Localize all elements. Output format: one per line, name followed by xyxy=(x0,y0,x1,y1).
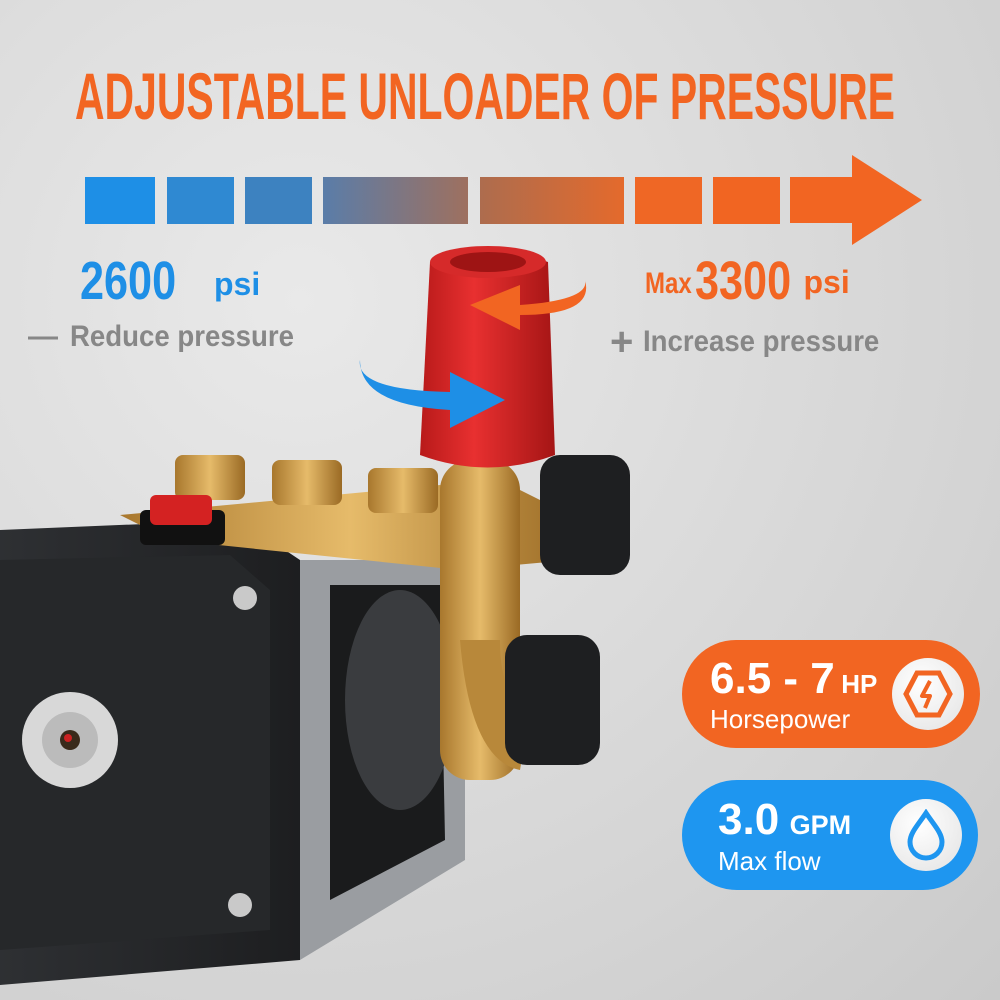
bar-segment xyxy=(635,177,702,224)
max-pressure: Max3300 psi xyxy=(645,250,850,312)
bar-segment xyxy=(167,177,234,224)
min-pressure: 2600 psi xyxy=(80,250,260,312)
horsepower-badge: 6.5 - 7 HP Horsepower xyxy=(682,640,980,748)
lightning-hexagon-icon xyxy=(892,658,964,730)
horsepower-label: Horsepower xyxy=(710,704,851,734)
headline: ADJUSTABLE UNLOADER OF PRESSURE xyxy=(75,59,895,133)
max-pressure-value: 3300 xyxy=(695,251,792,311)
minus-icon: — xyxy=(28,320,58,353)
bar-segment xyxy=(245,177,312,224)
horsepower-unit: HP xyxy=(841,669,878,699)
min-pressure-unit: psi xyxy=(214,266,261,302)
bar-segment xyxy=(323,177,468,224)
increase-pressure-label: Increase pressure xyxy=(643,325,880,358)
reduce-pressure-hint: — Reduce pressure xyxy=(28,320,313,354)
reduce-pressure-label: Reduce pressure xyxy=(70,320,294,353)
max-pressure-unit: psi xyxy=(803,264,850,300)
flow-unit: GPM xyxy=(789,810,852,840)
arrow-right-icon xyxy=(790,155,922,245)
bar-segment xyxy=(713,177,780,224)
water-drop-icon xyxy=(890,799,962,871)
max-prefix: Max xyxy=(645,267,692,300)
flow-label: Max flow xyxy=(718,846,821,876)
bar-segment xyxy=(85,177,155,224)
flow-value: 3.0 xyxy=(718,795,780,844)
plus-icon: + xyxy=(610,320,634,364)
min-pressure-value: 2600 xyxy=(80,251,177,311)
increase-pressure-hint: + Increase pressure xyxy=(610,320,900,365)
bar-segment xyxy=(480,177,624,224)
flow-badge: 3.0 GPM Max flow xyxy=(682,780,978,890)
horsepower-value: 6.5 - 7 xyxy=(710,654,835,703)
